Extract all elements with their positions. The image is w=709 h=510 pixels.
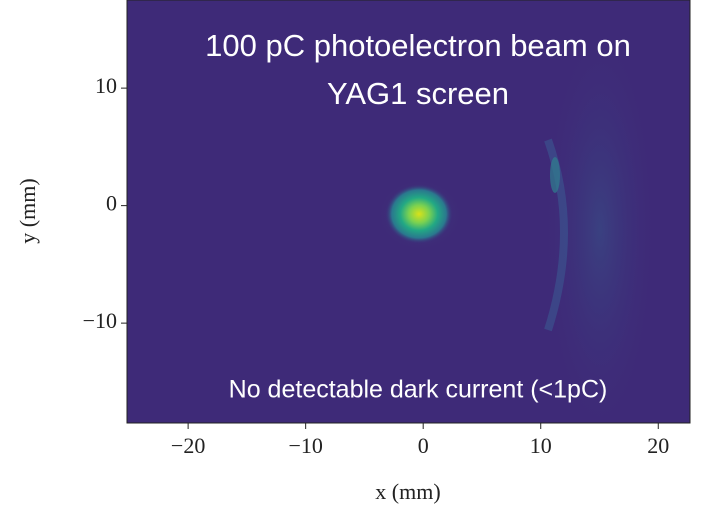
y-tick-label: −10 bbox=[83, 308, 117, 333]
annotation: 100 pC photoelectron beam on bbox=[205, 28, 631, 63]
x-tick-label: 20 bbox=[647, 433, 669, 458]
y-tick-label: 10 bbox=[95, 73, 117, 98]
annotation: YAG1 screen bbox=[327, 76, 509, 111]
x-tick-label: 0 bbox=[418, 433, 429, 458]
annotation: No detectable dark current (<1pC) bbox=[229, 376, 608, 404]
y-axis-label: y (mm) bbox=[15, 178, 40, 243]
x-axis-label: x (mm) bbox=[375, 479, 440, 504]
x-tick-label: −20 bbox=[171, 433, 205, 458]
x-tick-label: −10 bbox=[288, 433, 322, 458]
chart: 100 pC photoelectron beam on YAG1 screen… bbox=[0, 0, 709, 510]
y-tick-label: 0 bbox=[106, 191, 117, 216]
x-tick-label: 10 bbox=[530, 433, 552, 458]
